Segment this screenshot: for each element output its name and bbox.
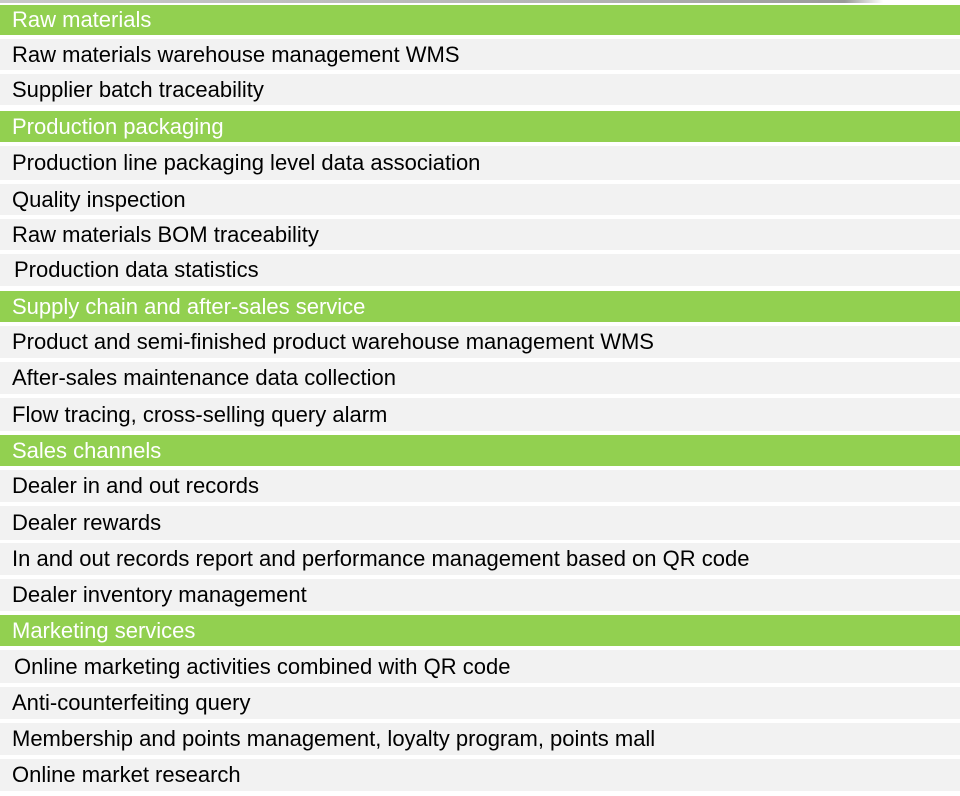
item-label: Online marketing activities combined wit…	[14, 653, 511, 679]
item-label: After-sales maintenance data collection	[12, 365, 396, 390]
item-label: Quality inspection	[12, 186, 186, 212]
list-item: Flow tracing, cross-selling query alarm	[0, 398, 960, 431]
list-item: Production line packaging level data ass…	[0, 146, 960, 180]
section-title: Marketing services	[12, 617, 196, 643]
list-item: Production data statistics	[0, 254, 960, 286]
section-title: Production packaging	[12, 113, 224, 139]
top-divider	[0, 0, 960, 3]
list-item: Raw materials warehouse management WMS	[0, 39, 960, 70]
list-item: Dealer in and out records	[0, 470, 960, 502]
item-label: Product and semi-finished product wareho…	[12, 329, 654, 354]
list-item: Quality inspection	[0, 184, 960, 215]
section-title: Sales channels	[12, 437, 162, 463]
list-item: Product and semi-finished product wareho…	[0, 326, 960, 358]
item-label: Supplier batch traceability	[12, 76, 264, 102]
section-title: Supply chain and after-sales service	[12, 293, 366, 319]
list-item: Raw materials BOM traceability	[0, 219, 960, 250]
list-item: Online market research	[0, 759, 960, 791]
item-label: In and out records report and performanc…	[12, 546, 750, 571]
section-header-raw-materials: Raw materials	[0, 5, 960, 35]
item-label: Dealer rewards	[12, 510, 162, 535]
item-label: Online market research	[12, 762, 241, 787]
list-item: Online marketing activities combined wit…	[0, 650, 960, 683]
list-item: In and out records report and performanc…	[0, 543, 960, 575]
section-header-marketing-services: Marketing services	[0, 615, 960, 646]
item-label: Anti-counterfeiting query	[12, 690, 251, 715]
section-title: Raw materials	[12, 7, 152, 32]
list-item: Supplier batch traceability	[0, 74, 960, 105]
list-item: Anti-counterfeiting query	[0, 687, 960, 719]
section-header-sales-channels: Sales channels	[0, 435, 960, 466]
item-label: Dealer inventory management	[12, 582, 307, 607]
item-label: Dealer in and out records	[12, 473, 260, 498]
list-item: Membership and points management, loyalt…	[0, 723, 960, 755]
item-label: Raw materials warehouse management WMS	[12, 41, 460, 67]
list-item: After-sales maintenance data collection	[0, 362, 960, 394]
item-label: Membership and points management, loyalt…	[12, 726, 656, 751]
item-label: Production line packaging level data ass…	[12, 150, 481, 175]
item-label: Flow tracing, cross-selling query alarm	[12, 401, 388, 427]
item-label: Raw materials BOM traceability	[12, 221, 319, 247]
item-label: Production data statistics	[14, 257, 259, 282]
list-item: Dealer inventory management	[0, 579, 960, 611]
section-header-supply-chain: Supply chain and after-sales service	[0, 291, 960, 322]
section-header-production-packaging: Production packaging	[0, 111, 960, 142]
list-item: Dealer rewards	[0, 506, 960, 540]
